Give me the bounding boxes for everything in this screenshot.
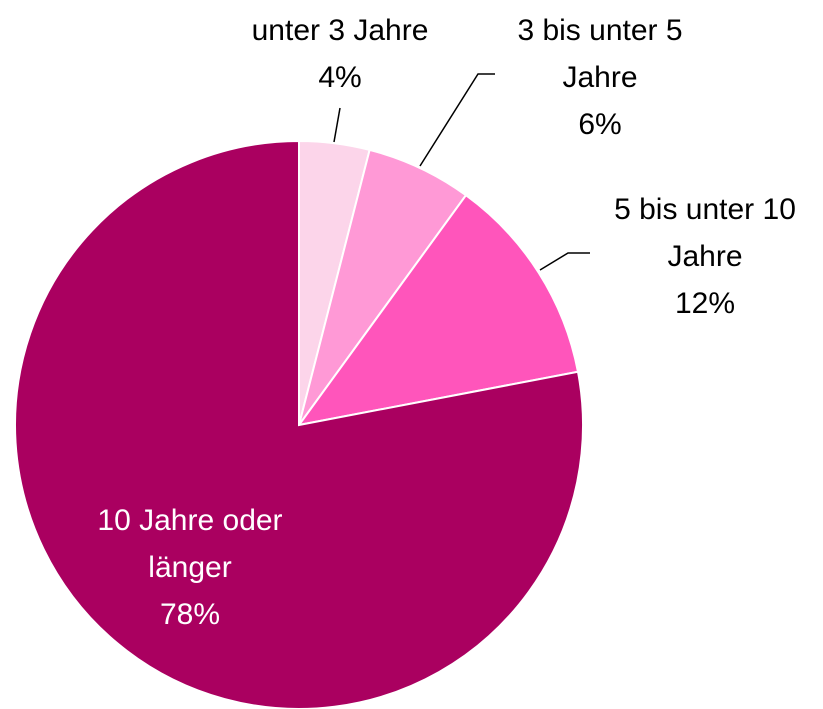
- slice-label: 10 Jahre oder länger 78%: [60, 497, 320, 638]
- slices: [14, 139, 584, 709]
- category-label: 10 Jahre oder länger: [97, 504, 283, 584]
- leader-line: [333, 107, 341, 143]
- slice-label: 3 bis unter 5 Jahre 6%: [490, 7, 710, 148]
- pie-slice: [296, 193, 580, 427]
- category-label: 3 bis unter 5 Jahre: [517, 14, 683, 94]
- slice-label: 5 bis unter 10 Jahre 12%: [585, 186, 823, 327]
- value-label: 78%: [159, 598, 221, 631]
- value-label: 6%: [578, 108, 622, 141]
- category-label: unter 3 Jahre: [251, 14, 429, 47]
- leader-line: [539, 252, 590, 271]
- value-label: 12%: [674, 287, 736, 320]
- leader-line: [419, 73, 495, 167]
- pie-slice: [14, 139, 584, 709]
- slice-label: unter 3 Jahre 4%: [220, 7, 460, 101]
- category-label: 5 bis unter 10 Jahre: [614, 193, 796, 273]
- value-label: 4%: [318, 61, 362, 94]
